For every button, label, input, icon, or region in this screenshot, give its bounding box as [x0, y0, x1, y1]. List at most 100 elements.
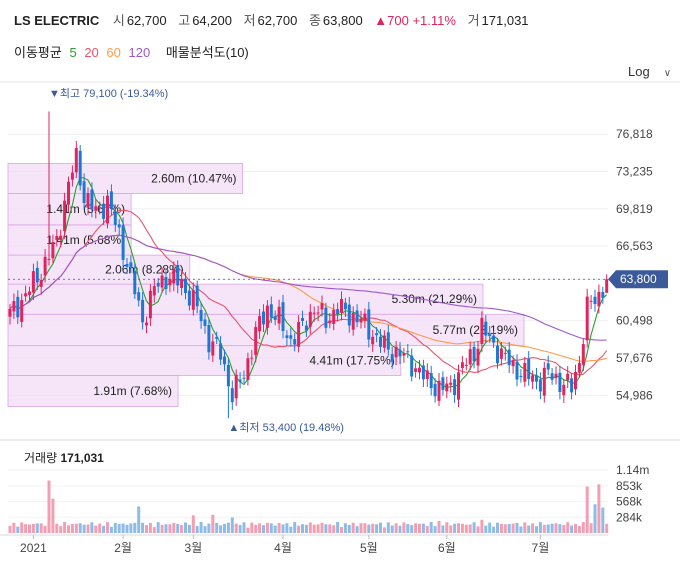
candle-body — [82, 181, 86, 203]
open-label: 시 — [112, 13, 125, 28]
volume-bar — [457, 523, 460, 533]
volume-bar — [570, 525, 574, 533]
volume-tick-label: 284k — [616, 510, 643, 524]
candle-body — [63, 200, 67, 232]
volume-bar — [82, 524, 86, 533]
volume-bar — [289, 526, 293, 533]
volume-bar — [363, 523, 367, 533]
volume-bar — [24, 524, 28, 533]
candle-body — [527, 358, 531, 380]
volume-bar — [437, 520, 441, 533]
candle-body — [168, 278, 172, 286]
candle-body — [86, 192, 90, 208]
volume-bar — [223, 523, 226, 533]
profile-label: 1.41m (5.67%) — [46, 202, 125, 216]
volume-bar — [117, 524, 121, 533]
volume-bar — [605, 523, 609, 533]
candle-body — [480, 317, 484, 344]
volume-bar — [496, 522, 499, 533]
candle-body — [20, 300, 24, 322]
low-annotation: ▲최저 53,400 (19.48%) — [228, 421, 344, 434]
volume-bar — [332, 525, 336, 533]
candle-body — [273, 316, 277, 320]
volume-current: 171,031 — [60, 451, 104, 465]
low-value: 62,700 — [257, 13, 298, 28]
candle-body — [223, 356, 226, 365]
candle-body — [589, 300, 593, 302]
volume-bar — [297, 525, 301, 533]
y-tick-label: 73,235 — [616, 165, 653, 179]
candle-body — [297, 322, 301, 347]
candle-body — [176, 265, 180, 286]
candle-body — [546, 363, 550, 370]
candle-body — [109, 191, 113, 210]
volume-bar — [195, 526, 199, 533]
scale-toggle-button[interactable]: Log ∨ — [628, 64, 671, 79]
volume-bar — [262, 525, 265, 533]
candle-body — [531, 375, 535, 382]
volume-bar — [421, 523, 425, 533]
volume-bar — [390, 525, 394, 533]
volume-bar — [460, 523, 464, 533]
candle-body — [277, 306, 281, 324]
y-tick-label: 54,986 — [616, 388, 653, 402]
candle-body — [12, 301, 16, 312]
volume-bar — [507, 524, 511, 533]
candle-body — [359, 318, 363, 323]
volume-bar — [371, 523, 375, 533]
volume-bar — [379, 522, 382, 533]
volume-bar — [20, 522, 24, 533]
y-tick-label: 66,563 — [616, 239, 653, 253]
candle-body — [262, 311, 265, 325]
volume-bar — [425, 525, 429, 533]
candle-body — [441, 377, 445, 390]
candle-body — [230, 388, 234, 403]
candle-body — [242, 377, 246, 379]
indicator-legend[interactable]: 이동평균 5 20 60 120 매물분석도(10) — [14, 42, 253, 61]
volume-bar — [519, 526, 523, 533]
candle-body — [429, 373, 433, 389]
volume-bar — [301, 524, 304, 533]
volume-bar — [133, 522, 137, 533]
candle-body — [457, 372, 460, 400]
volume-bar — [35, 523, 39, 533]
candle-body — [484, 321, 488, 336]
y-tick-label: 57,676 — [616, 351, 653, 365]
volume-bar — [281, 524, 285, 533]
price-axis: 76,818 73,235 69,819 66,563 60,498 57,676 54,9… — [8, 127, 668, 402]
y-tick-label: 69,819 — [616, 202, 653, 216]
candle-body — [55, 235, 59, 241]
volume-tick-label: 568k — [616, 495, 643, 509]
ma120-line — [9, 234, 607, 341]
volume-bar — [265, 522, 269, 533]
volume-bar — [28, 524, 31, 533]
volume-bar — [141, 522, 145, 533]
candle-body — [437, 380, 441, 401]
candle-body — [367, 309, 371, 340]
candle-body — [585, 296, 589, 341]
volume-bar — [511, 523, 515, 533]
volume-bar — [445, 522, 449, 533]
volume-bar — [180, 525, 184, 533]
candle-body — [343, 302, 347, 310]
profile-label: 1.91m (7.68%) — [93, 384, 172, 398]
volume-bar — [8, 525, 12, 533]
candle-body — [164, 277, 168, 289]
candle-body — [285, 335, 289, 339]
candle-body — [156, 282, 160, 287]
candle-body — [129, 262, 133, 267]
price-header: LS ELECTRIC 시 62,700 고 64,200 저 62,700 종 63,… — [14, 10, 537, 29]
candle-body — [418, 367, 421, 373]
volume-bar — [562, 524, 566, 533]
x-tick-label: 6월 — [438, 541, 456, 555]
candle-body — [211, 341, 215, 356]
volume-bar — [429, 522, 433, 533]
volume-bar — [16, 526, 20, 533]
volume-bar — [102, 525, 106, 533]
volume-bar — [531, 523, 535, 533]
volume-bar — [577, 526, 581, 533]
volume-bar — [585, 486, 589, 533]
candle-body — [180, 278, 184, 288]
